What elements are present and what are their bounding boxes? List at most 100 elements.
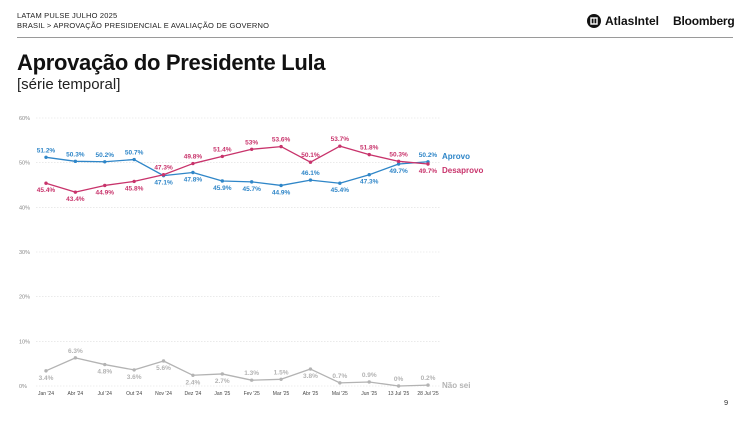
data-label-desaprovo: 53.6% xyxy=(272,137,291,144)
point-aprovo xyxy=(73,159,78,164)
point-desaprovo xyxy=(426,162,430,166)
data-label-desaprovo: 44.9% xyxy=(96,189,115,196)
x-tick-label: Jan '25 xyxy=(214,391,230,397)
data-label-desaprovo: 45.8% xyxy=(125,185,144,192)
point-desaprovo xyxy=(396,159,401,164)
point-aprovo xyxy=(103,160,107,164)
point-nao-sei xyxy=(426,383,430,387)
header-divider xyxy=(17,37,733,38)
point-desaprovo xyxy=(44,181,48,185)
data-label-desaprovo: 49.8% xyxy=(184,154,203,161)
series-label-desaprovo: Desaprovo xyxy=(442,166,483,175)
series-label-nao-sei: Não sei xyxy=(442,381,470,390)
point-desaprovo xyxy=(73,190,78,194)
data-label-desaprovo: 45.4% xyxy=(37,187,56,194)
data-label-nao-sei: 4.8% xyxy=(97,369,112,376)
data-label-aprovo: 45.9% xyxy=(213,185,232,192)
point-aprovo xyxy=(396,162,401,166)
data-label-aprovo: 44.9% xyxy=(272,189,291,196)
point-desaprovo xyxy=(161,173,166,177)
point-nao-sei xyxy=(338,381,342,385)
x-tick-label: 13 Jul '25 xyxy=(388,391,409,397)
x-tick-label: Mar '25 xyxy=(273,391,290,397)
data-label-aprovo: 50.2% xyxy=(419,152,438,159)
atlasintel-wordmark: AtlasIntel xyxy=(605,14,660,28)
data-label-nao-sei: 0.7% xyxy=(332,373,347,380)
point-aprovo xyxy=(279,183,283,188)
point-aprovo xyxy=(220,179,225,183)
y-tick-label: 10% xyxy=(19,339,30,345)
data-label-desaprovo: 50.3% xyxy=(389,151,408,158)
point-aprovo xyxy=(308,178,313,182)
point-aprovo xyxy=(132,157,136,162)
data-label-aprovo: 47.1% xyxy=(154,180,173,187)
data-label-nao-sei: 2.4% xyxy=(186,379,201,386)
breadcrumb: BRASIL > APROVAÇÃO PRESIDENCIAL E AVALIA… xyxy=(17,21,270,30)
data-label-aprovo: 50.2% xyxy=(96,152,115,159)
point-desaprovo xyxy=(308,160,313,164)
data-label-aprovo: 47.3% xyxy=(360,179,379,186)
data-label-nao-sei: 0.2% xyxy=(421,375,436,382)
data-label-desaprovo: 51.4% xyxy=(213,146,232,153)
point-nao-sei xyxy=(132,368,136,372)
point-nao-sei xyxy=(44,369,48,373)
point-desaprovo xyxy=(220,154,225,159)
page-number: 9 xyxy=(724,398,729,407)
data-label-nao-sei: 1.5% xyxy=(274,369,289,376)
atlasintel-logo: AtlasIntel xyxy=(587,12,659,30)
data-label-nao-sei: 0.9% xyxy=(362,372,377,379)
data-label-nao-sei: 5.6% xyxy=(156,365,171,372)
point-aprovo xyxy=(191,170,195,175)
point-desaprovo xyxy=(103,183,107,188)
x-tick-label: Fev '25 xyxy=(244,391,260,397)
point-nao-sei xyxy=(191,373,195,377)
y-tick-label: 50% xyxy=(19,161,30,167)
point-nao-sei xyxy=(396,384,401,388)
x-tick-label: Dez '24 xyxy=(185,391,202,397)
x-tick-label: Out '24 xyxy=(126,391,142,397)
bloomberg-logo: Bloomberg xyxy=(673,14,735,28)
point-nao-sei xyxy=(249,378,254,382)
data-label-aprovo: 51.2% xyxy=(37,147,56,154)
x-tick-label: Jul '24 xyxy=(98,391,113,397)
data-label-nao-sei: 3.8% xyxy=(303,373,318,380)
data-label-aprovo: 50.3% xyxy=(66,151,85,158)
point-nao-sei xyxy=(73,356,78,360)
y-tick-label: 20% xyxy=(19,295,30,301)
point-nao-sei xyxy=(367,380,371,384)
x-tick-label: Abr '24 xyxy=(68,391,84,397)
page-title: Aprovação do Presidente Lula xyxy=(17,50,326,75)
x-tick-label: Jan '24 xyxy=(38,391,54,397)
point-nao-sei xyxy=(308,367,313,371)
series-line-aprovo xyxy=(45,156,429,187)
data-label-desaprovo: 53.7% xyxy=(331,136,350,143)
y-tick-label: 0% xyxy=(19,384,27,390)
point-desaprovo xyxy=(367,152,371,157)
data-label-nao-sei: 3.6% xyxy=(127,374,142,381)
x-tick-label: Nov '24 xyxy=(155,391,172,397)
x-tick-label: Mai '25 xyxy=(332,391,348,397)
data-label-nao-sei: 3.4% xyxy=(39,375,54,382)
y-tick-label: 30% xyxy=(19,250,30,256)
point-aprovo xyxy=(44,155,48,160)
point-desaprovo xyxy=(132,179,136,184)
page-subtitle: [série temporal] xyxy=(17,76,121,93)
data-label-desaprovo: 53% xyxy=(245,139,258,146)
data-label-desaprovo: 49.7% xyxy=(419,168,438,175)
data-label-aprovo: 49.7% xyxy=(389,168,408,175)
data-label-aprovo: 50.7% xyxy=(125,150,144,157)
point-desaprovo xyxy=(191,161,195,166)
data-label-desaprovo: 47.3% xyxy=(154,165,173,172)
data-label-desaprovo: 43.4% xyxy=(66,196,85,203)
point-nao-sei xyxy=(103,362,107,367)
series-line-nao-sei xyxy=(45,357,429,387)
series-label-aprovo: Aprovo xyxy=(442,152,470,161)
data-label-aprovo: 45.7% xyxy=(242,186,261,193)
point-nao-sei xyxy=(220,372,225,376)
data-label-desaprovo: 51.8% xyxy=(360,145,379,152)
y-tick-label: 40% xyxy=(19,205,30,211)
point-desaprovo xyxy=(338,144,342,148)
point-nao-sei xyxy=(279,377,283,381)
